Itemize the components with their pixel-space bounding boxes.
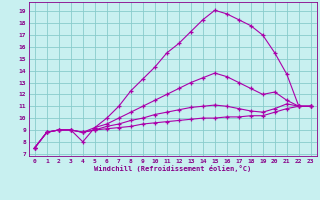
X-axis label: Windchill (Refroidissement éolien,°C): Windchill (Refroidissement éolien,°C) — [94, 165, 252, 172]
